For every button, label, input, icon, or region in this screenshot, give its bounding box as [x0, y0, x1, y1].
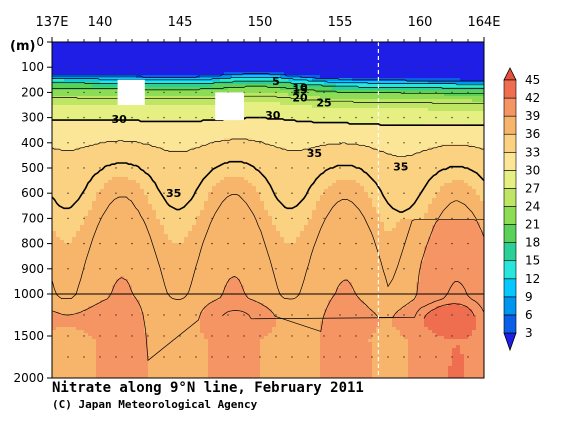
x-tick-label: 150: [248, 15, 273, 30]
colorbar-label: 6: [525, 308, 533, 322]
sample-points: [67, 66, 469, 358]
colorbar-segment: [503, 296, 517, 316]
colorbar-segment: [503, 242, 517, 262]
colorbar-segment: [503, 79, 517, 99]
colorbar-label: 24: [525, 200, 540, 214]
colorbar-label: 36: [525, 127, 540, 141]
contour-label: 10: [292, 81, 308, 94]
y-tick-label: 600: [21, 186, 44, 200]
colorbar-label: 45: [525, 73, 540, 87]
colorbar-label: 33: [525, 145, 540, 159]
chart-credit: (C) Japan Meteorological Agency: [52, 398, 258, 411]
x-tick-label: 160: [408, 15, 433, 30]
colorbar-segment: [503, 151, 517, 171]
colorbar-max-triangle: [503, 67, 517, 81]
y-tick-label: 300: [21, 111, 44, 125]
colorbar-label: 39: [525, 109, 540, 123]
colorbar-label: 18: [525, 236, 540, 250]
colorbar-segment: [503, 115, 517, 135]
x-tick-label: 140: [88, 15, 113, 30]
contour-label: 5: [272, 75, 280, 88]
contour-label: 15: [292, 83, 307, 96]
contour-label: 30: [265, 109, 281, 122]
data-gap: [117, 79, 145, 105]
colorbar-label: 27: [525, 181, 540, 195]
colorbar-segment: [503, 278, 517, 298]
x-tick-label: 164E: [467, 15, 500, 30]
colorbar-segment: [503, 170, 517, 189]
colorbar-segment: [503, 133, 517, 153]
y-tick-label: 1500: [13, 329, 44, 343]
colorbar-label: 12: [525, 272, 540, 286]
colorbar-segment: [503, 206, 517, 225]
contour-label: 25: [316, 96, 331, 109]
contour-label: 35: [166, 187, 181, 200]
contour-line-41: [222, 281, 484, 320]
x-tick-label: 137E: [35, 15, 68, 30]
y-axis: 0 100 200 300 400 500 600 700 800 900 1000 1500 2000: [13, 35, 52, 385]
x-tick-label: 155: [328, 15, 353, 30]
y-axis-unit-label: (m): [10, 39, 35, 54]
contour-label: 30: [112, 113, 128, 126]
colorbar-label: 42: [525, 91, 540, 105]
y-tick-label: 100: [21, 60, 44, 74]
data-gap: [215, 92, 244, 121]
y-tick-label: 500: [21, 161, 44, 175]
y-tick-label: 200: [21, 85, 44, 99]
colorbar-segment: [503, 260, 517, 280]
y-tick-label: 900: [21, 262, 44, 276]
chart-title: Nitrate along 9°N line, February 2011: [52, 380, 364, 396]
contour-label: 35: [393, 161, 408, 174]
contour-line-33: [52, 138, 484, 158]
colorbar-label: 30: [525, 163, 540, 177]
colorbar-label: 9: [525, 290, 533, 304]
y-tick-label: 1000: [13, 287, 44, 301]
colorbar-min-triangle: [503, 332, 517, 352]
contour-line-42: [423, 303, 475, 319]
contour-line-30: [52, 116, 484, 126]
colorbar-segment: [503, 97, 517, 117]
colorbar-label: 3: [525, 326, 533, 340]
contour-line-35: [52, 160, 484, 213]
x-tick-label: 145: [168, 15, 193, 30]
contour-line-37: [52, 194, 484, 300]
y-tick-label: 0: [36, 35, 44, 49]
colorbar-segment: [503, 314, 517, 334]
colorbar-label: 15: [525, 254, 540, 268]
contour-line-39: [52, 219, 484, 362]
data-gap-patches: [117, 79, 244, 121]
colorbar-segment: [503, 188, 517, 207]
contour-line-5: [52, 73, 484, 82]
contour-label: 35: [307, 147, 322, 160]
x-axis: 137E 140 145 150 155 160 164E: [35, 15, 501, 42]
y-tick-label: 700: [21, 211, 44, 225]
colorbar-label: 21: [525, 218, 540, 232]
colorbar-segment: [503, 224, 517, 243]
y-tick-label: 400: [21, 136, 44, 150]
contour-labels: 5 101520 25 30 30 35 35 35: [112, 75, 409, 200]
contour-label: 20: [292, 91, 308, 104]
y-tick-label: 2000: [13, 371, 44, 385]
y-tick-label: 800: [21, 237, 44, 251]
plot-frame: [51, 41, 485, 379]
